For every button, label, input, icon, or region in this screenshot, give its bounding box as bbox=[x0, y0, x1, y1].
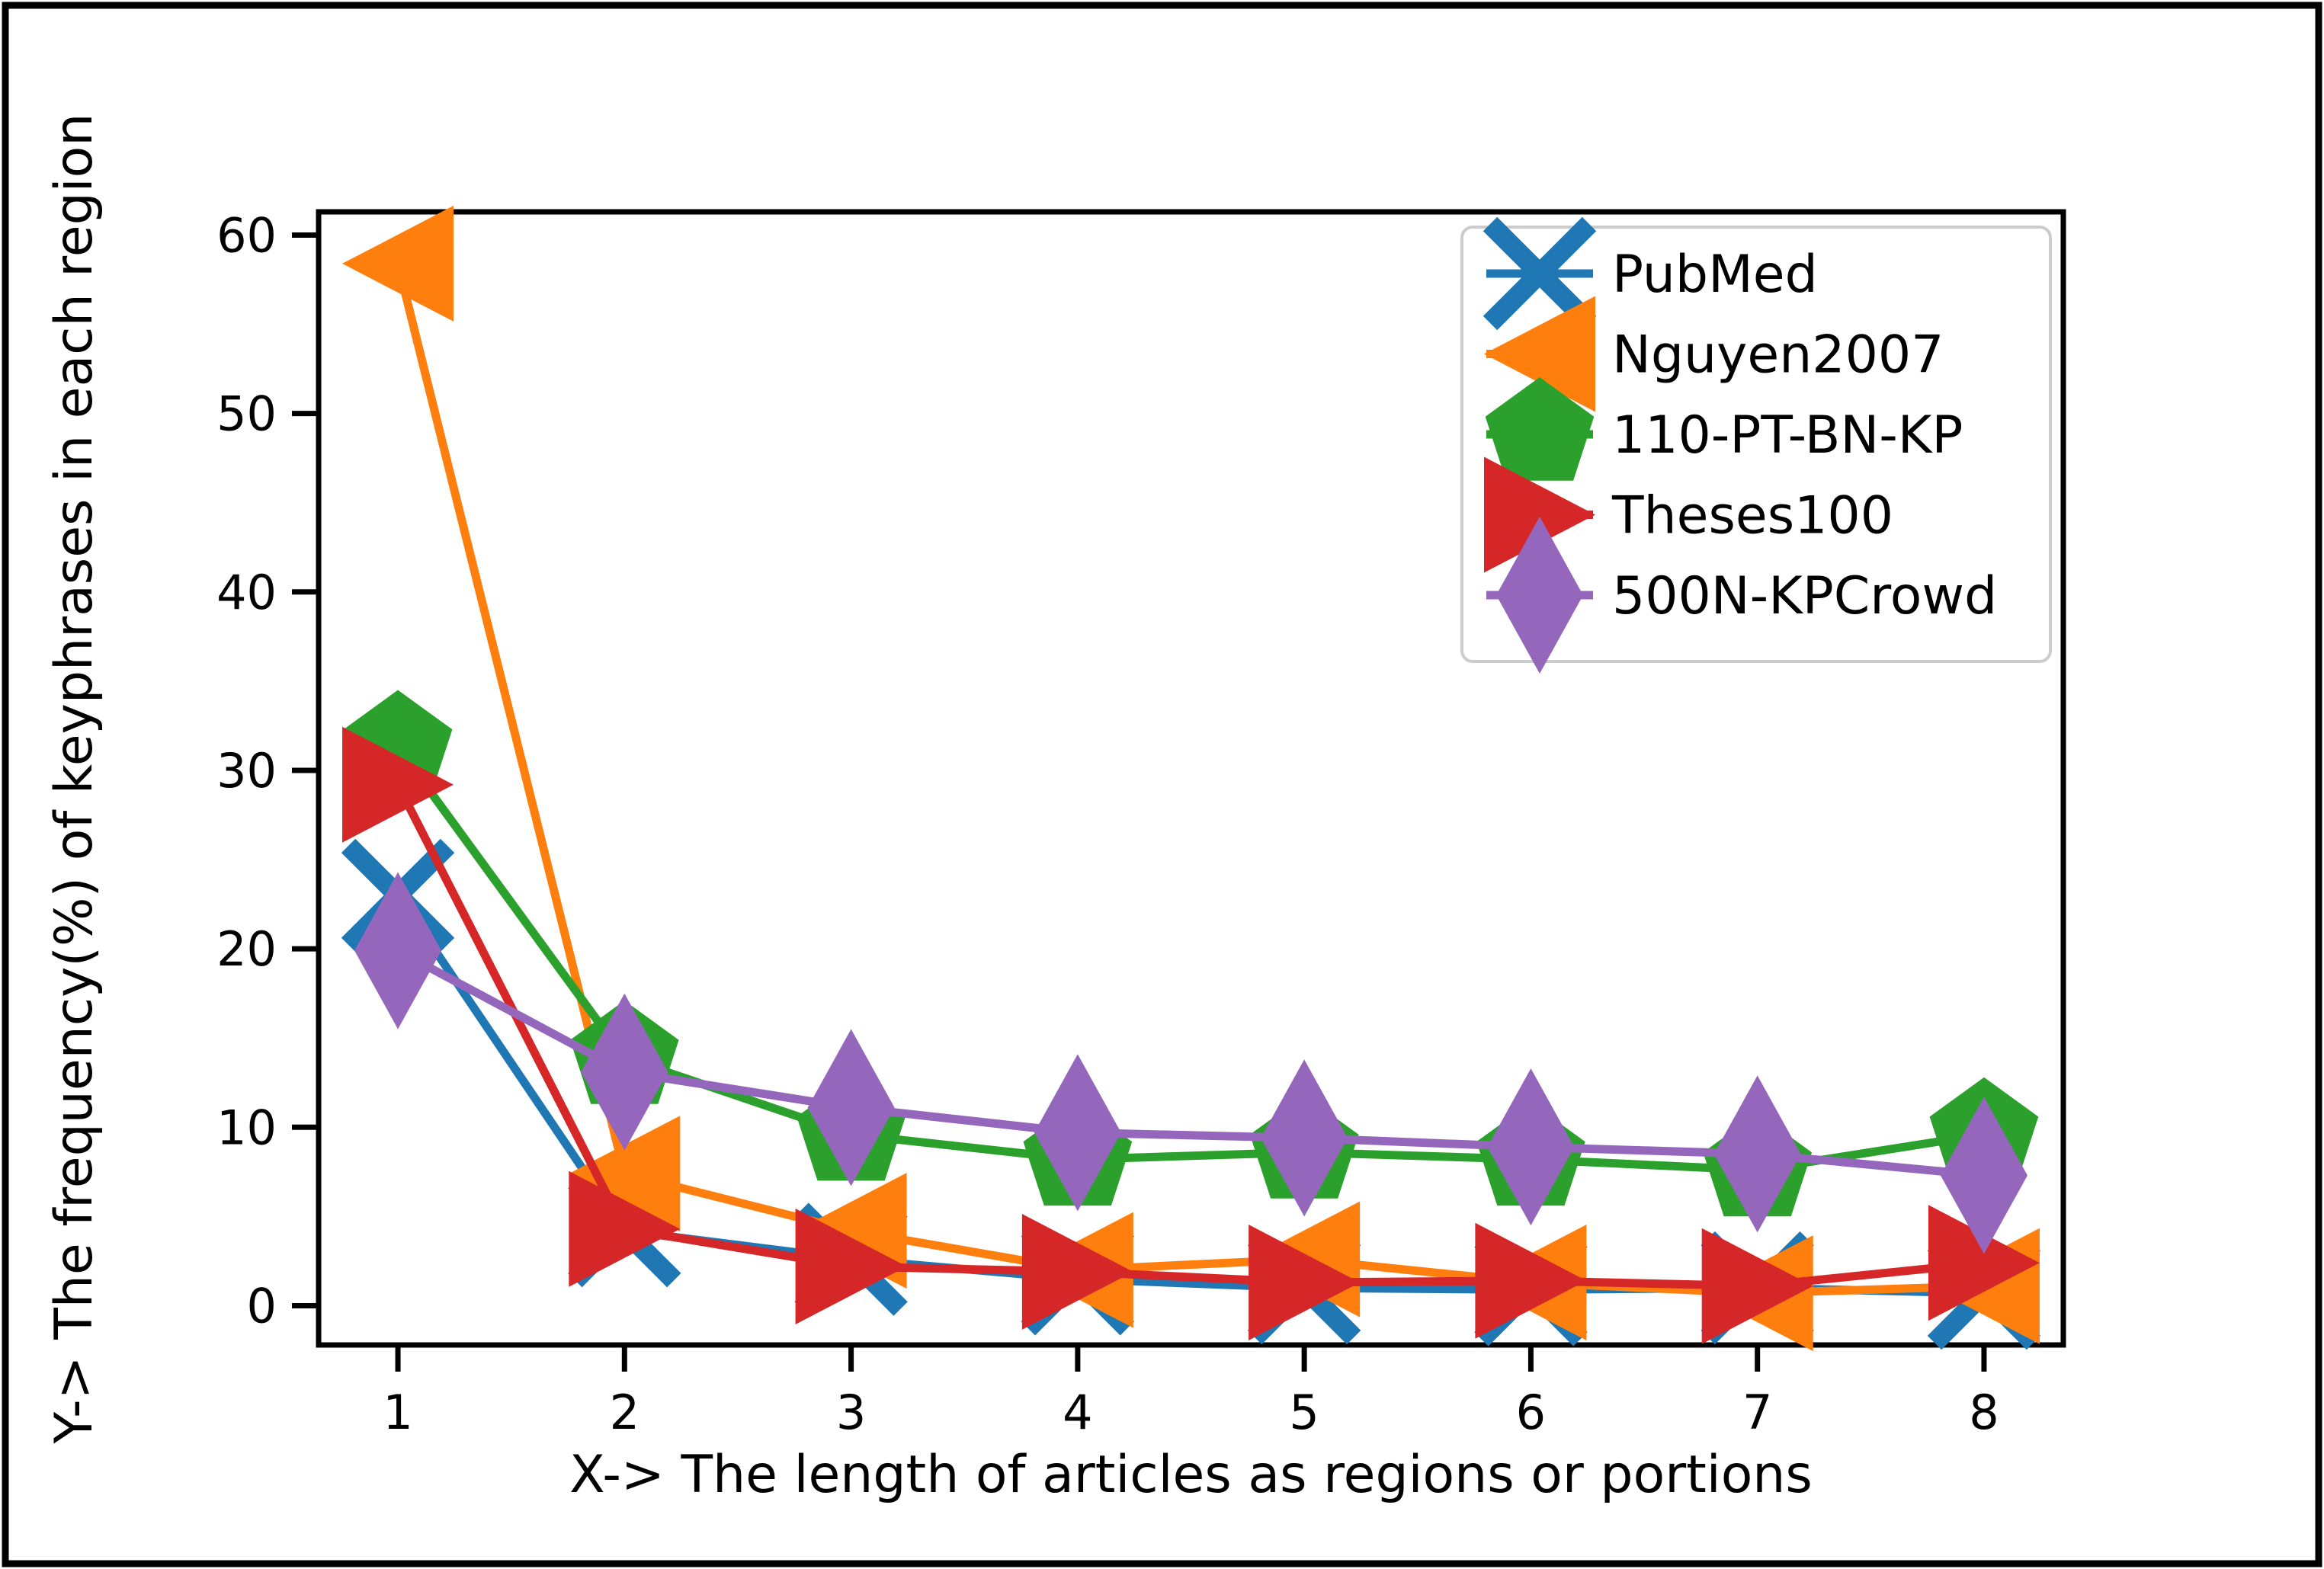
legend-marker-Nguyen2007 bbox=[1484, 296, 1595, 412]
x-tick-label: 3 bbox=[836, 1385, 866, 1440]
x-tick-label: 6 bbox=[1516, 1385, 1546, 1440]
marker-diamond-thin-500N-KPCrowd bbox=[1713, 1075, 1801, 1233]
x-tick-label: 2 bbox=[610, 1385, 640, 1440]
marker-triangle-right-Theses100 bbox=[1475, 1222, 1587, 1339]
marker-triangle-right-Theses100 bbox=[1249, 1225, 1361, 1341]
y-tick-label: 10 bbox=[216, 1100, 277, 1155]
x-tick-label: 1 bbox=[383, 1385, 412, 1440]
y-tick-label: 20 bbox=[216, 921, 277, 977]
x-tick-label: 7 bbox=[1742, 1385, 1772, 1440]
marker-triangle-right-Theses100 bbox=[569, 1170, 681, 1287]
marker-triangle-right-Theses100 bbox=[342, 726, 454, 843]
marker-triangle-right-Theses100 bbox=[1701, 1228, 1813, 1344]
y-tick-label: 60 bbox=[216, 207, 277, 263]
marker-diamond-thin-500N-KPCrowd bbox=[1487, 1068, 1575, 1226]
marker-diamond-thin-500N-KPCrowd bbox=[581, 993, 668, 1151]
legend-label-500N-KPCrowd: 500N-KPCrowd bbox=[1612, 566, 1997, 626]
marker-diamond-thin-500N-KPCrowd bbox=[1940, 1097, 2027, 1254]
legend-label-PubMed: PubMed bbox=[1612, 245, 1818, 305]
x-tick-label: 8 bbox=[1969, 1385, 1999, 1440]
legend-label-Nguyen2007: Nguyen2007 bbox=[1612, 325, 1944, 386]
y-tick-label: 30 bbox=[216, 743, 277, 799]
x-axis-label: X-> The length of articles as regions or… bbox=[569, 1445, 1813, 1505]
legend-label-Theses100: Theses100 bbox=[1611, 486, 1893, 546]
x-tick-label: 5 bbox=[1289, 1385, 1319, 1440]
marker-triangle-left-Nguyen2007 bbox=[342, 205, 454, 322]
marker-diamond-thin-500N-KPCrowd bbox=[1261, 1059, 1348, 1217]
marker-diamond-thin-500N-KPCrowd bbox=[1034, 1054, 1121, 1212]
y-axis-label: Y-> The frequency(%) of keyphrases in ea… bbox=[44, 114, 104, 1445]
marker-diamond-thin-500N-KPCrowd bbox=[807, 1029, 895, 1186]
legend-marker-Theses100 bbox=[1484, 456, 1595, 573]
marker-triangle-right-Theses100 bbox=[1021, 1213, 1133, 1330]
legend-marker-500N-KPCrowd bbox=[1496, 517, 1583, 674]
legend-marker-PubMed bbox=[1483, 216, 1597, 331]
marker-diamond-thin-500N-KPCrowd bbox=[354, 872, 442, 1029]
marker-triangle-right-Theses100 bbox=[1928, 1205, 2040, 1321]
marker-triangle-left-Nguyen2007 bbox=[569, 1116, 681, 1232]
marker-triangle-right-Theses100 bbox=[795, 1208, 907, 1324]
y-tick-label: 50 bbox=[216, 386, 277, 442]
y-tick-label: 40 bbox=[216, 565, 277, 620]
x-tick-label: 4 bbox=[1063, 1385, 1092, 1440]
legend-marker-110-PT-BN-KP bbox=[1485, 377, 1595, 481]
legend-label-110-PT-BN-KP: 110-PT-BN-KP bbox=[1612, 405, 1963, 466]
y-tick-label: 0 bbox=[247, 1278, 277, 1334]
legend-box bbox=[1460, 226, 2052, 663]
axes-spines bbox=[316, 209, 2066, 1348]
